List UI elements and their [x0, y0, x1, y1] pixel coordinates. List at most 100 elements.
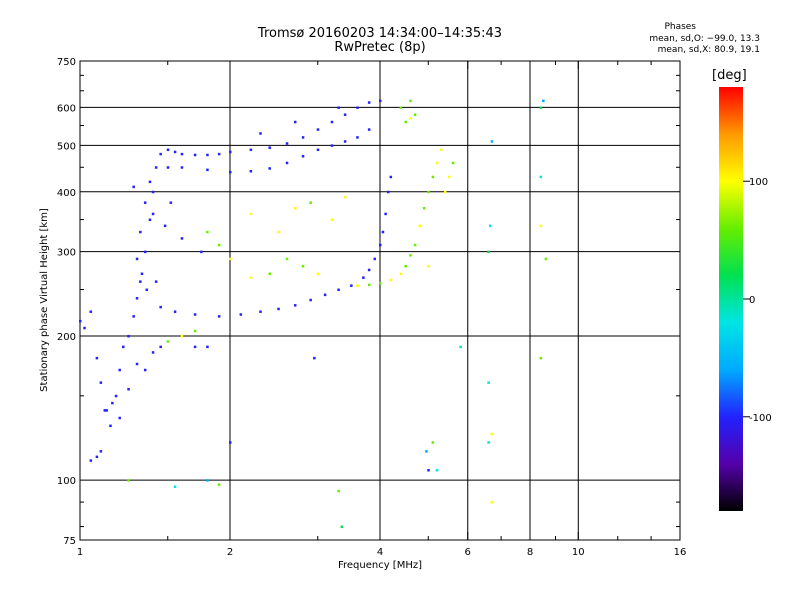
data-point	[379, 281, 382, 285]
data-point	[542, 99, 545, 103]
data-point	[206, 230, 209, 234]
data-point	[151, 190, 155, 194]
data-point	[180, 334, 184, 338]
data-point	[418, 224, 421, 228]
data-point	[539, 224, 543, 228]
data-point	[229, 257, 232, 261]
data-point	[148, 218, 152, 222]
colorbar-ticks: 100 0 -100	[743, 177, 772, 424]
data-point	[309, 298, 312, 302]
data-point	[99, 450, 103, 453]
colorbar-tick-label: 0	[749, 295, 755, 306]
y-tick-label: 400	[57, 188, 76, 199]
colorbar-tick-label: 100	[749, 177, 768, 188]
data-point	[399, 272, 403, 276]
phase-box-title: Phases	[664, 22, 696, 32]
y-tick-label: 100	[57, 476, 76, 487]
data-point	[389, 278, 393, 282]
data-point	[337, 106, 340, 109]
data-point	[316, 272, 320, 276]
data-point	[367, 101, 371, 104]
data-point	[180, 152, 184, 156]
data-point	[229, 150, 232, 154]
data-point	[293, 304, 297, 307]
data-point	[135, 362, 139, 366]
x-tick-label: 4	[377, 547, 383, 558]
data-point	[206, 153, 209, 157]
data-point	[249, 212, 253, 216]
data-point	[386, 190, 390, 194]
data-point	[427, 469, 430, 472]
data-point	[487, 441, 490, 444]
data-point	[343, 113, 347, 116]
data-point	[249, 148, 253, 152]
data-point	[122, 345, 125, 349]
data-point	[193, 313, 197, 316]
chart-title: Tromsø 20160203 14:34:00–14:35:43	[257, 26, 503, 41]
data-point	[135, 257, 139, 261]
data-point	[539, 175, 543, 179]
data-point	[259, 132, 262, 135]
phase-stats-o-mode: mean, sd,O: −99.0, 13.3	[649, 34, 760, 44]
data-point	[381, 230, 385, 234]
data-point	[356, 284, 359, 287]
data-point	[404, 264, 407, 268]
data-point	[316, 148, 320, 152]
data-point	[379, 99, 382, 103]
data-point	[490, 501, 494, 504]
data-point	[259, 310, 262, 313]
data-point	[151, 212, 155, 216]
data-point	[103, 409, 107, 412]
data-point	[343, 140, 347, 143]
data-point	[145, 288, 149, 292]
data-point	[427, 190, 430, 194]
data-point	[285, 257, 289, 261]
data-point	[154, 166, 158, 169]
data-point	[487, 250, 490, 254]
y-axis-label: Stationary phase Virtual Height [km]	[39, 208, 50, 392]
data-point	[217, 315, 221, 318]
data-point	[173, 310, 177, 313]
data-point	[539, 356, 543, 360]
data-point	[350, 284, 353, 287]
x-tick-label: 6	[465, 547, 471, 558]
data-point	[109, 424, 112, 428]
data-point	[159, 152, 162, 156]
data-point	[268, 167, 271, 170]
data-point	[489, 224, 492, 228]
data-point	[83, 326, 86, 330]
data-point	[409, 254, 412, 257]
data-point	[239, 313, 243, 316]
data-point	[313, 356, 316, 360]
data-point	[89, 459, 93, 462]
data-point	[367, 283, 371, 287]
data-point	[79, 319, 82, 323]
data-point	[389, 175, 393, 179]
data-point	[95, 356, 99, 360]
data-point	[447, 175, 451, 179]
data-point	[404, 120, 407, 124]
data-point	[337, 489, 340, 493]
y-tick-label: 75	[63, 536, 76, 547]
data-point	[362, 276, 365, 279]
phase-stats-x-mode: mean, sd,X: 80.9, 19.1	[657, 45, 760, 55]
data-point	[206, 345, 209, 349]
data-point	[413, 243, 417, 247]
data-point	[217, 243, 221, 247]
data-point	[425, 450, 428, 453]
colorbar	[719, 87, 743, 511]
data-point	[539, 106, 543, 109]
data-point	[249, 169, 253, 173]
data-point	[431, 175, 435, 179]
data-point	[217, 152, 221, 156]
data-point	[409, 99, 412, 103]
colorbar-unit: deg	[712, 68, 747, 83]
x-tick-label: 10	[572, 547, 585, 558]
data-point	[384, 212, 387, 216]
axis-ticks: 1 2 4 6 8 10 16 75 100 200 300 400 500 600 750	[57, 57, 686, 558]
y-tick-label: 500	[57, 141, 76, 152]
data-point	[413, 113, 417, 116]
data-point	[544, 257, 548, 261]
data-point	[316, 128, 320, 131]
